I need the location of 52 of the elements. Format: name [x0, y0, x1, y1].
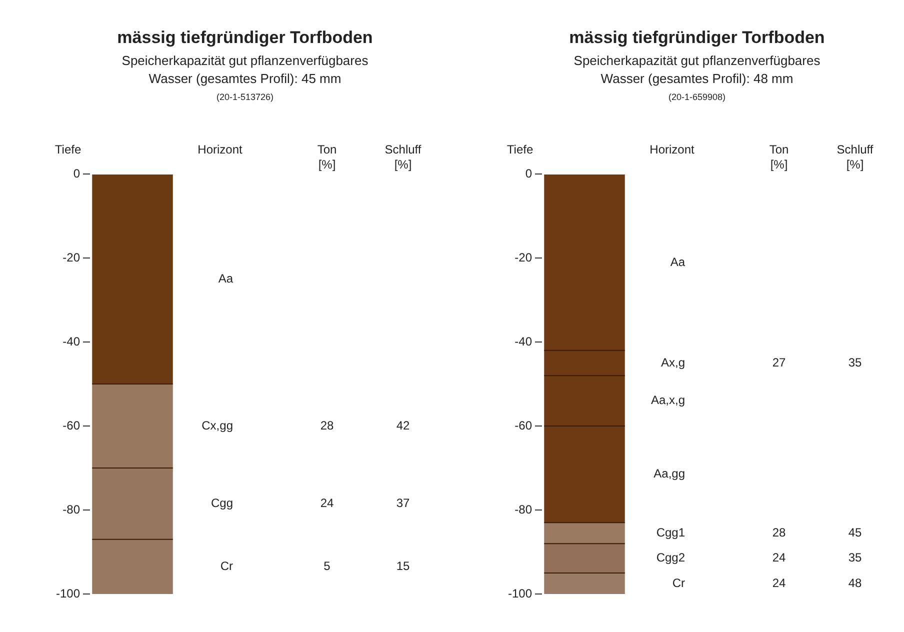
- text: Aa: [218, 272, 234, 286]
- text: 28: [320, 418, 334, 432]
- text: Horizont: [198, 142, 244, 156]
- text: 15: [396, 559, 410, 574]
- text: Aa: [670, 254, 686, 269]
- y-tick-label: -80: [514, 502, 532, 516]
- text: 48: [848, 576, 862, 590]
- y-tick-label: 0: [525, 166, 532, 180]
- text: Speicherkapazität gut pflanzenverfügbares Wasser (gesamtes Profil): 48 mm: [572, 52, 822, 88]
- text: 35: [848, 355, 862, 370]
- y-tick-label: -20: [514, 250, 532, 264]
- text: Ton [%]: [317, 142, 337, 172]
- text: mässig tiefgründiger Torfboden: [568, 28, 826, 48]
- text: Horizont: [650, 142, 696, 156]
- y-tick-label: -20: [62, 250, 80, 264]
- y-tick-label: -100: [508, 586, 532, 600]
- text: 24: [772, 550, 786, 565]
- text: Cgg2: [656, 550, 686, 565]
- text: Speicherkapazität gut pflanzenverfügbares Wasser (gesamtes Profil): 45 mm: [120, 52, 370, 88]
- y-tick-label: 0: [73, 166, 80, 180]
- text: Cgg: [210, 496, 233, 510]
- y-tick-label: -60: [62, 418, 80, 432]
- y-tick-label: -40: [62, 334, 80, 348]
- y-tick-label: -60: [514, 418, 532, 432]
- text: Ax,g: [660, 355, 685, 370]
- text: 45: [848, 525, 862, 540]
- y-axis-title: Tiefe: [54, 142, 82, 156]
- text: Cx,gg: [202, 418, 233, 432]
- text: (20-1-513726): [215, 92, 275, 102]
- text: Ton [%]: [769, 142, 789, 172]
- text: (20-1-659908): [667, 92, 727, 102]
- text: Schluff [%]: [836, 142, 874, 172]
- text: Cr: [672, 576, 685, 590]
- text: 42: [396, 418, 410, 432]
- text: 27: [772, 355, 786, 370]
- text: mässig tiefgründiger Torfboden: [116, 28, 374, 48]
- y-tick-label: -40: [514, 334, 532, 348]
- y-tick-label: -100: [56, 586, 80, 600]
- y-tick-label: -80: [62, 502, 80, 516]
- text: Schluff [%]: [384, 142, 422, 172]
- text: 35: [848, 550, 862, 565]
- bar: [92, 174, 173, 384]
- text: Cgg1: [656, 525, 686, 540]
- text: 28: [772, 525, 786, 540]
- text: Aa,gg: [654, 466, 685, 481]
- text: 37: [396, 496, 410, 510]
- text: Aa,x,g: [650, 393, 685, 408]
- y-axis-title: Tiefe: [506, 142, 534, 156]
- text: Cr: [220, 559, 233, 574]
- text: 24: [772, 576, 786, 590]
- text: 24: [320, 496, 334, 510]
- text: 5: [324, 559, 331, 574]
